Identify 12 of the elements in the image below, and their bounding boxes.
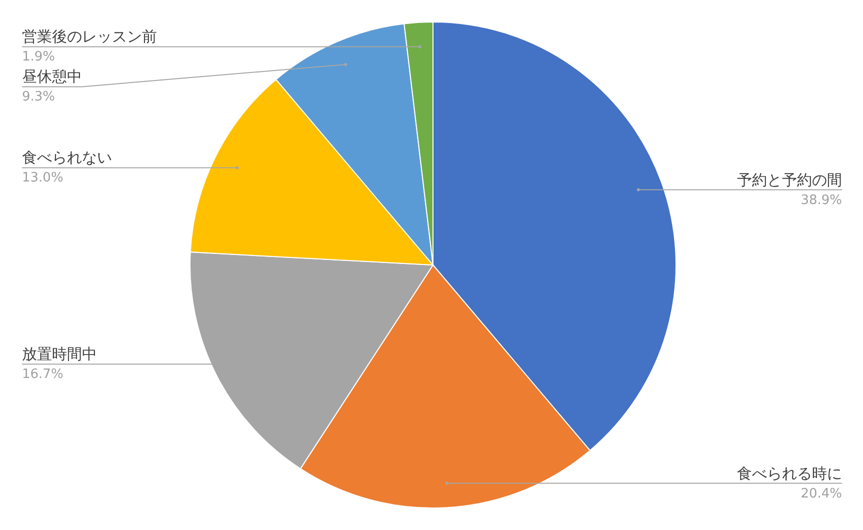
data-label: 9.3% [22,90,56,105]
data-label: 13.0% [22,170,64,186]
slice-label: 予約と予約の間 [737,170,842,189]
data-label: 1.9% [22,50,56,65]
data-label: 16.7% [22,367,64,382]
data-label: 38.9% [800,192,842,208]
slice-label: 食べられない [22,148,112,167]
slice-label: 放置時間中 [22,345,97,364]
slice-label: 食べられる時に [737,464,842,482]
slice-label: 昼休憩中 [22,68,82,86]
slice-label: 営業後のレッスン前 [22,28,157,46]
data-label: 20.4% [800,486,842,502]
